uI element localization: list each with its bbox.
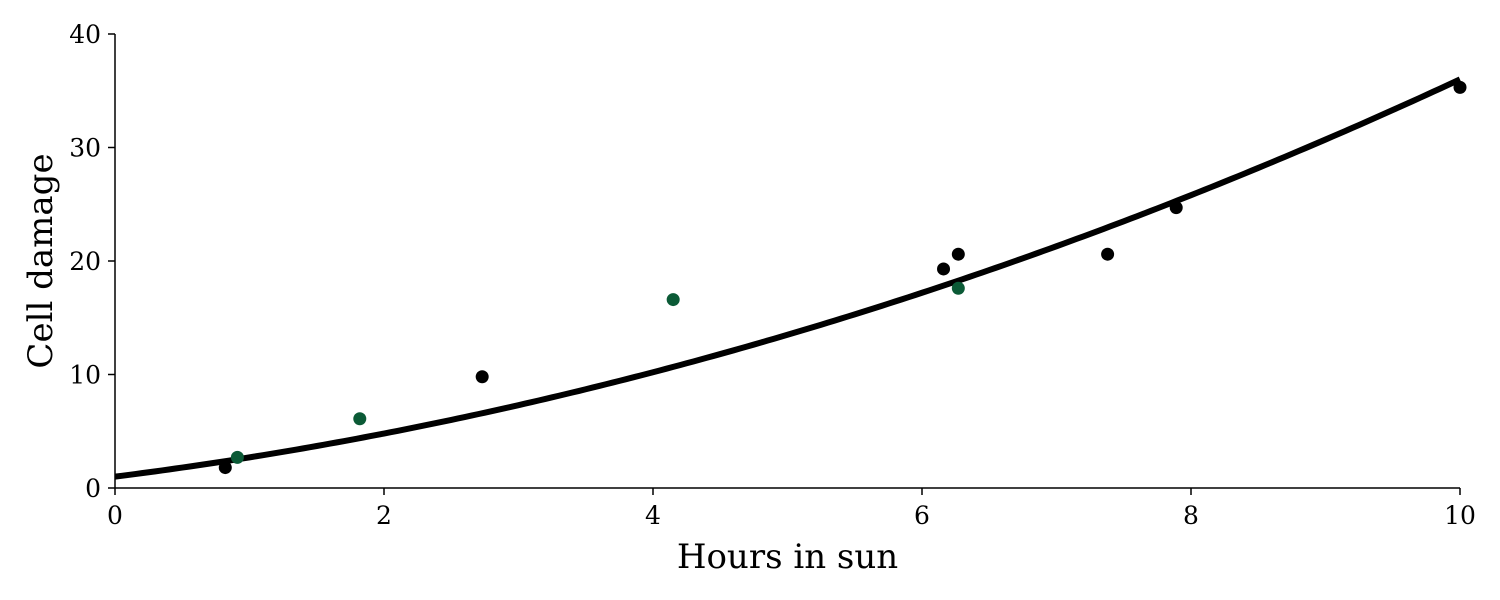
data-point xyxy=(951,281,965,295)
x-tick-label: 8 xyxy=(1183,501,1199,530)
data-points-layer xyxy=(218,80,1467,475)
y-tick-label: 40 xyxy=(69,20,101,49)
x-tick-label: 4 xyxy=(645,501,661,530)
data-point xyxy=(475,370,489,384)
y-tick-label: 20 xyxy=(69,247,101,276)
fit-curve-layer xyxy=(114,76,1462,480)
x-tick-label: 6 xyxy=(914,501,930,530)
x-tick-label: 10 xyxy=(1444,501,1476,530)
x-tick-label: 0 xyxy=(107,501,123,530)
y-tick-label: 10 xyxy=(69,361,101,390)
data-point xyxy=(1453,80,1467,94)
x-axis-label: Hours in sun xyxy=(677,537,898,577)
data-point xyxy=(951,247,965,261)
data-point xyxy=(1169,201,1183,215)
data-point xyxy=(353,412,367,426)
data-point xyxy=(230,450,244,464)
y-axis-label: Cell damage xyxy=(21,153,61,368)
axes: 0 2 4 6 8 10 0 10 20 30 40 xyxy=(69,20,1476,530)
data-point xyxy=(218,461,232,475)
axis-labels: Hours in sun Cell damage xyxy=(21,153,898,577)
data-point xyxy=(666,293,680,307)
data-point xyxy=(937,262,951,276)
fit-curve xyxy=(114,76,1462,480)
x-tick-label: 2 xyxy=(376,501,392,530)
data-point xyxy=(1101,247,1115,261)
y-tick-label: 30 xyxy=(69,134,101,163)
y-tick-label: 0 xyxy=(85,474,101,503)
